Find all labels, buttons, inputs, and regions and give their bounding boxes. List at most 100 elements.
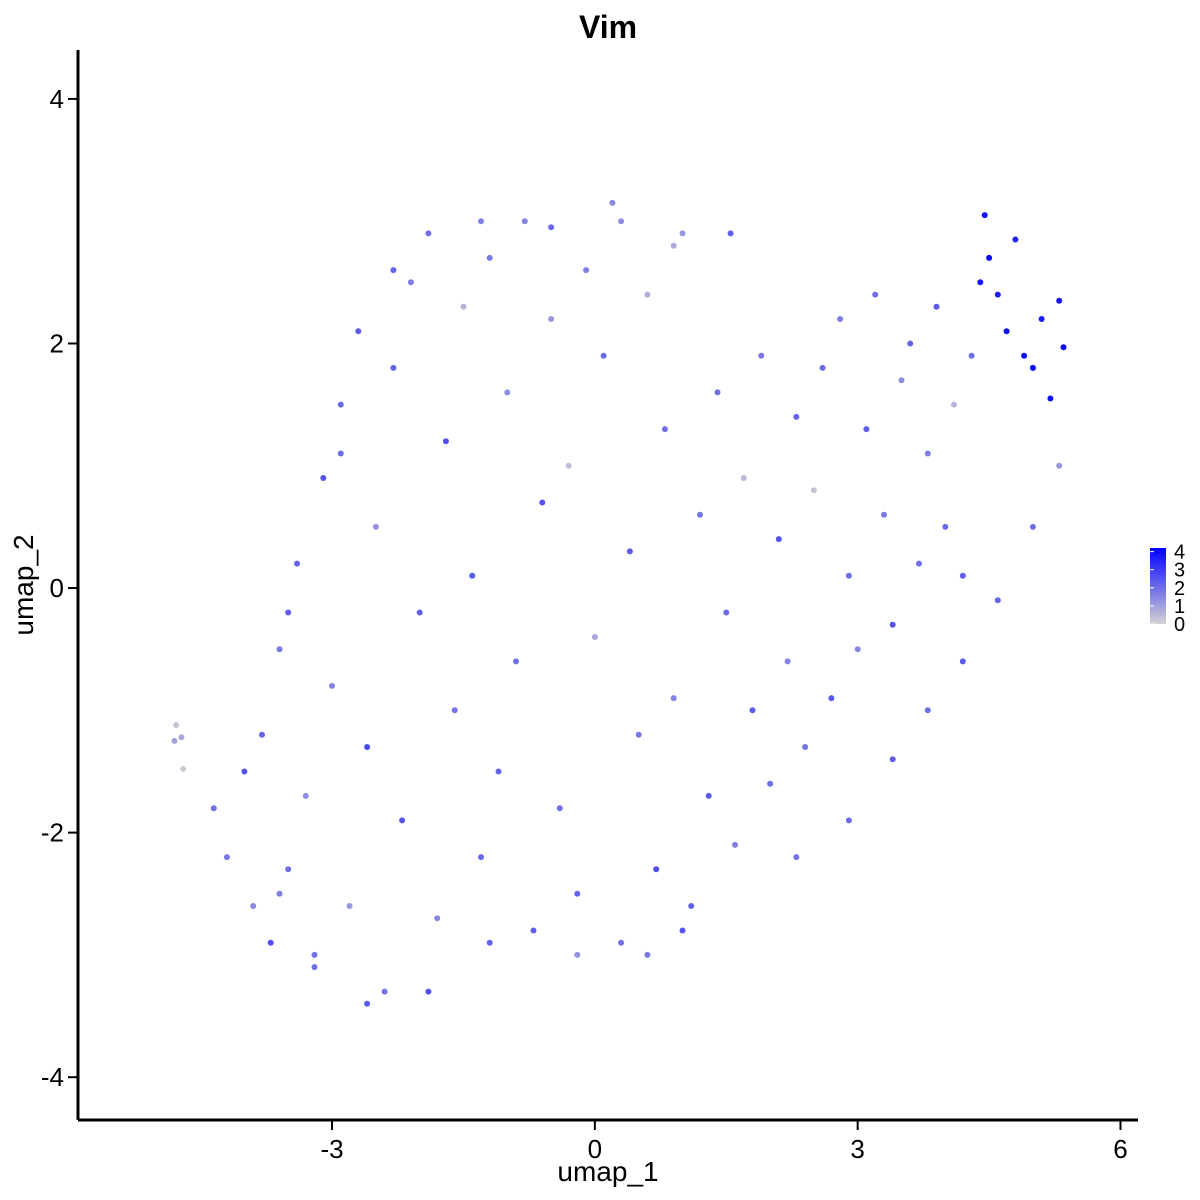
- x-ticks: -3 0 3 6: [320, 1120, 1128, 1164]
- data-point: [872, 291, 879, 298]
- data-point: [714, 389, 721, 396]
- data-point: [749, 707, 756, 714]
- data-point: [451, 707, 458, 714]
- data-point: [670, 242, 677, 249]
- legend-label: 4: [1174, 542, 1185, 564]
- data-point: [981, 212, 988, 219]
- data-point: [223, 854, 230, 861]
- data-point: [977, 279, 984, 286]
- data-point: [591, 634, 598, 640]
- points-layer: [171, 199, 1067, 1007]
- data-point: [845, 817, 852, 824]
- y-tick-label: -4: [41, 1062, 64, 1092]
- data-point: [1029, 364, 1036, 371]
- data-point: [565, 462, 572, 469]
- data-point: [364, 744, 371, 750]
- chart-title: Vim: [579, 9, 637, 45]
- data-point: [171, 737, 178, 744]
- data-point: [968, 352, 975, 359]
- data-point: [653, 866, 660, 873]
- data-point: [513, 658, 519, 665]
- data-point: [434, 915, 441, 922]
- data-point: [916, 560, 922, 567]
- legend-label: 1: [1174, 596, 1185, 618]
- data-point: [845, 572, 852, 579]
- data-point: [399, 817, 406, 824]
- y-axis-title: umap_2: [8, 534, 39, 635]
- legend-label: 2: [1174, 578, 1185, 600]
- data-point: [381, 988, 388, 995]
- data-point: [1021, 352, 1028, 359]
- data-point: [784, 658, 791, 665]
- data-point: [802, 744, 809, 750]
- data-point: [828, 695, 835, 702]
- data-point: [311, 951, 318, 958]
- data-point: [407, 279, 414, 286]
- data-point: [863, 426, 870, 433]
- data-point: [241, 768, 248, 775]
- data-point: [942, 523, 949, 530]
- data-point: [609, 199, 616, 206]
- data-point: [994, 291, 1001, 298]
- data-point: [889, 621, 896, 628]
- data-point: [758, 352, 765, 359]
- y-tick-label: -2: [41, 818, 64, 848]
- data-point: [1056, 297, 1063, 304]
- data-point: [548, 316, 555, 322]
- data-point: [933, 303, 940, 310]
- data-point: [723, 609, 730, 616]
- data-point: [600, 352, 607, 359]
- data-point: [810, 487, 817, 494]
- data-point: [635, 731, 642, 738]
- data-point: [329, 682, 335, 689]
- data-point: [1047, 395, 1054, 402]
- data-point: [337, 401, 344, 408]
- data-point: [727, 230, 734, 237]
- data-point: [679, 230, 686, 237]
- data-point: [1056, 462, 1063, 469]
- data-point: [618, 218, 625, 225]
- data-point: [924, 450, 931, 457]
- data-point: [346, 903, 353, 909]
- data-point: [210, 805, 217, 812]
- data-point: [173, 722, 180, 728]
- y-ticks: -4 -2 0 2 4: [41, 84, 78, 1092]
- data-point: [881, 511, 887, 518]
- data-point: [372, 523, 379, 530]
- data-point: [705, 792, 712, 799]
- y-tick-label: 2: [50, 328, 64, 358]
- data-point: [697, 511, 703, 518]
- data-point: [986, 254, 993, 261]
- data-point: [486, 939, 493, 946]
- data-point: [478, 218, 484, 225]
- data-point: [355, 328, 362, 335]
- data-point: [364, 1000, 371, 1007]
- data-point: [250, 903, 257, 909]
- data-point: [626, 548, 633, 555]
- x-axis-title: umap_1: [557, 1156, 658, 1187]
- data-point: [793, 854, 800, 861]
- data-point: [924, 707, 931, 714]
- data-point: [951, 401, 957, 408]
- data-point: [390, 364, 397, 371]
- legend-label: 0: [1174, 614, 1185, 636]
- data-point: [837, 316, 844, 322]
- data-point: [267, 939, 274, 946]
- data-point: [1060, 344, 1067, 351]
- data-point: [670, 695, 677, 702]
- data-point: [548, 224, 555, 231]
- data-point: [276, 646, 283, 653]
- data-point: [644, 951, 651, 958]
- data-point: [661, 426, 668, 433]
- data-point: [285, 866, 292, 873]
- data-point: [390, 267, 397, 274]
- data-point: [767, 780, 774, 787]
- legend-label: 3: [1174, 560, 1185, 582]
- data-point: [337, 450, 344, 457]
- data-point: [302, 792, 309, 799]
- x-tick-label: 3: [850, 1134, 864, 1164]
- data-point: [959, 572, 966, 579]
